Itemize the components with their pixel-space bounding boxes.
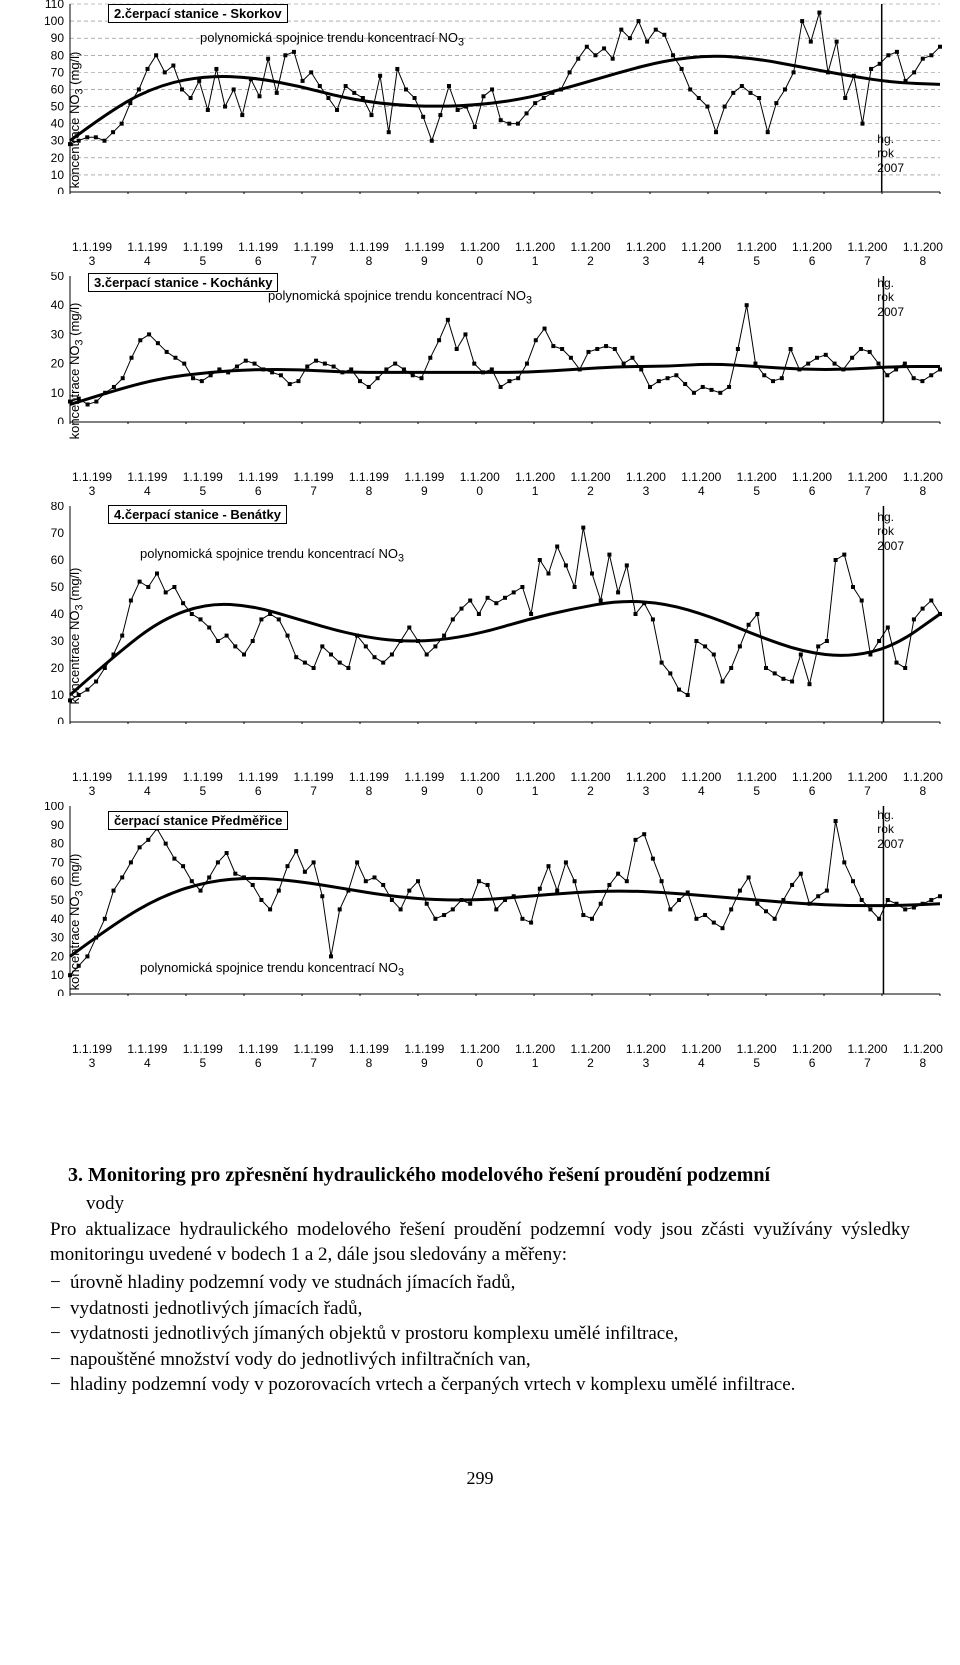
svg-text:70: 70: [51, 855, 65, 869]
y-axis-label: koncentrace NO3 (mg/l): [67, 303, 86, 440]
svg-text:80: 80: [51, 502, 65, 513]
bullet-item: vydatnosti jednotlivých jímaných objektů…: [70, 1321, 910, 1347]
body-text: 3. Monitoring pro zpřesnění hydraulickéh…: [10, 1162, 950, 1428]
chart-title: čerpací stanice Předměřice: [108, 811, 288, 830]
svg-text:60: 60: [51, 553, 65, 567]
svg-text:80: 80: [51, 48, 65, 62]
svg-text:30: 30: [51, 931, 65, 945]
svg-text:50: 50: [51, 893, 65, 907]
svg-text:30: 30: [51, 634, 65, 648]
svg-text:90: 90: [51, 31, 65, 45]
trend-label: polynomická spojnice trendu koncentrací …: [140, 546, 404, 565]
section-heading: 3. Monitoring pro zpřesnění hydraulickéh…: [50, 1162, 910, 1189]
chart-title: 3.čerpací stanice - Kochánky: [88, 273, 278, 292]
trend-label: polynomická spojnice trendu koncentrací …: [140, 960, 404, 979]
svg-text:60: 60: [51, 82, 65, 96]
svg-text:20: 20: [51, 661, 65, 675]
svg-text:100: 100: [44, 802, 64, 813]
chart-svg: 0 10 20 30 40 50 60 70 80: [10, 502, 945, 724]
bullet-list: úrovně hladiny podzemní vody ve studnách…: [50, 1270, 910, 1398]
svg-text:0: 0: [57, 415, 64, 424]
svg-text:50: 50: [51, 580, 65, 594]
svg-text:10: 10: [51, 386, 65, 400]
chart-chart2: koncentrace NO3 (mg/l)0 10 20 30 40 50 3.čerpa…: [10, 272, 950, 470]
chart-svg: 0 10 20 30 40 50 60 70 80 90 100 110: [10, 0, 945, 194]
svg-text:20: 20: [51, 357, 65, 371]
section-heading-cont: vody: [50, 1191, 910, 1217]
hg-year-label: hg. rok 2007: [877, 510, 904, 553]
page-number: 299: [10, 1468, 950, 1489]
y-axis-label: koncentrace NO3 (mg/l): [67, 568, 86, 705]
trend-label: polynomická spojnice trendu koncentrací …: [268, 288, 532, 307]
bullet-item: napouštěné množství vody do jednotlivých…: [70, 1347, 910, 1373]
chart-chart3: koncentrace NO3 (mg/l) 0 10 20 30 40 50 60 70 80 4…: [10, 502, 950, 770]
svg-text:40: 40: [51, 607, 65, 621]
svg-text:40: 40: [51, 298, 65, 312]
svg-text:70: 70: [51, 526, 65, 540]
svg-text:100: 100: [44, 14, 64, 28]
svg-text:0: 0: [57, 715, 64, 724]
charts-host: koncentrace NO3 (mg/l)010203040506070809…: [10, 0, 950, 1042]
trend-label: polynomická spojnice trendu koncentrací …: [200, 30, 464, 49]
svg-text:50: 50: [51, 272, 65, 283]
svg-text:30: 30: [51, 134, 65, 148]
hg-year-label: hg. rok 2007: [877, 132, 904, 175]
bullet-item: vydatnosti jednotlivých jímacích řadů,: [70, 1296, 910, 1322]
svg-text:60: 60: [51, 874, 65, 888]
svg-text:40: 40: [51, 117, 65, 131]
svg-text:10: 10: [51, 968, 65, 982]
svg-text:110: 110: [45, 0, 64, 11]
hg-year-label: hg. rok 2007: [877, 808, 904, 851]
svg-text:80: 80: [51, 837, 65, 851]
svg-text:20: 20: [51, 151, 65, 165]
hg-year-label: hg. rok 2007: [877, 276, 904, 319]
svg-text:10: 10: [51, 688, 65, 702]
svg-text:40: 40: [51, 912, 65, 926]
svg-text:30: 30: [51, 327, 65, 341]
y-axis-label: koncentrace NO3 (mg/l): [67, 854, 86, 991]
x-tick-labels: 1.1.19931.1.19941.1.19951.1.19961.1.1997…: [70, 1042, 945, 1086]
svg-text:0: 0: [57, 987, 64, 996]
svg-text:90: 90: [51, 818, 65, 832]
y-axis-label: koncentrace NO3 (mg/l): [67, 52, 86, 189]
bullet-item: hladiny podzemní vody v pozorovacích vrt…: [70, 1372, 910, 1398]
chart-chart1: koncentrace NO3 (mg/l)0 10 20 30 40 50 60 70 80 9…: [10, 0, 950, 240]
chart-title: 2.čerpací stanice - Skorkov: [108, 4, 288, 23]
bullet-item: úrovně hladiny podzemní vody ve studnách…: [70, 1270, 910, 1296]
svg-text:50: 50: [51, 100, 65, 114]
section-paragraph: Pro aktualizace hydraulického modelového…: [50, 1217, 910, 1268]
chart-title: 4.čerpací stanice - Benátky: [108, 505, 287, 524]
svg-text:70: 70: [51, 65, 65, 79]
chart-chart4: koncentrace NO3 (mg/l)0 10 20 30 40 50 60 70 80 9…: [10, 802, 950, 1042]
svg-text:10: 10: [51, 168, 65, 182]
page-container: koncentrace NO3 (mg/l)010203040506070809…: [0, 0, 960, 1489]
svg-text:20: 20: [51, 949, 65, 963]
svg-text:0: 0: [57, 185, 64, 194]
